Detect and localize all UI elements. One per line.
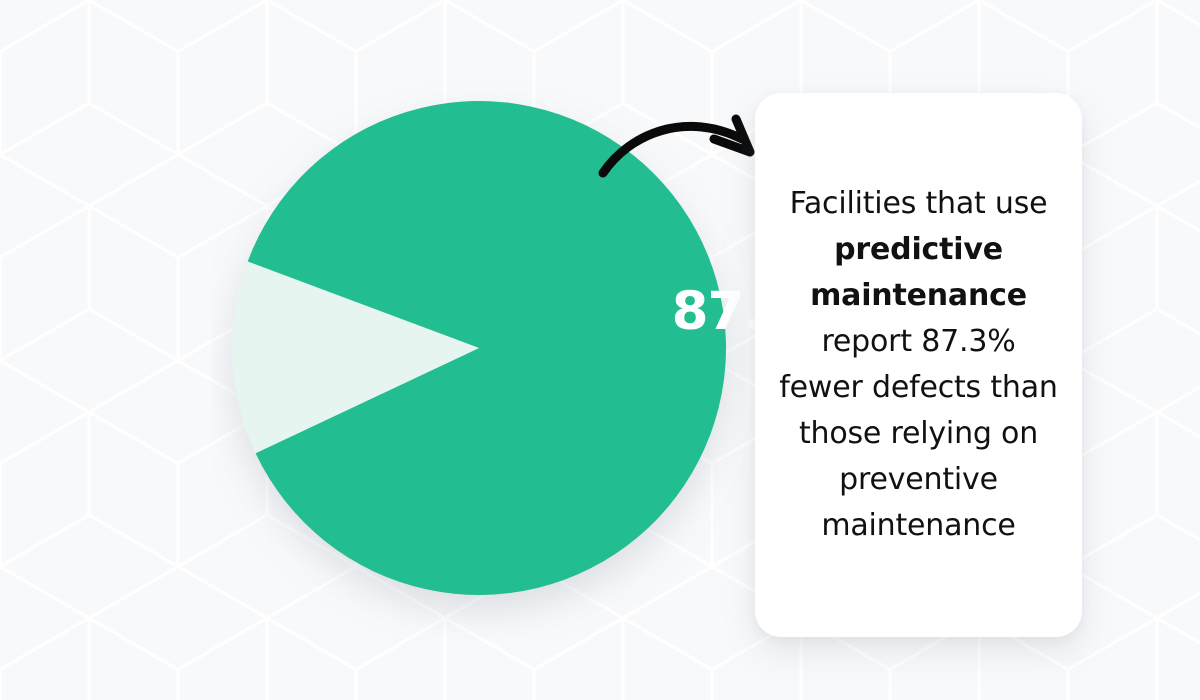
callout-card: Facilities that use predictive maintenan… [755, 93, 1082, 637]
callout-text: Facilities that use predictive maintenan… [777, 181, 1060, 549]
pie-chart-svg [231, 101, 726, 596]
pie-slice-main[interactable] [247, 101, 726, 596]
callout-text-part-1: Facilities that use [789, 186, 1048, 221]
callout-text-emphasis: predictive maintenance [810, 232, 1027, 313]
curved-arrow-icon [598, 114, 755, 178]
pie-slice-remainder[interactable] [231, 261, 479, 454]
callout-text-part-2: report 87.3% fewer defects than those re… [779, 324, 1058, 543]
